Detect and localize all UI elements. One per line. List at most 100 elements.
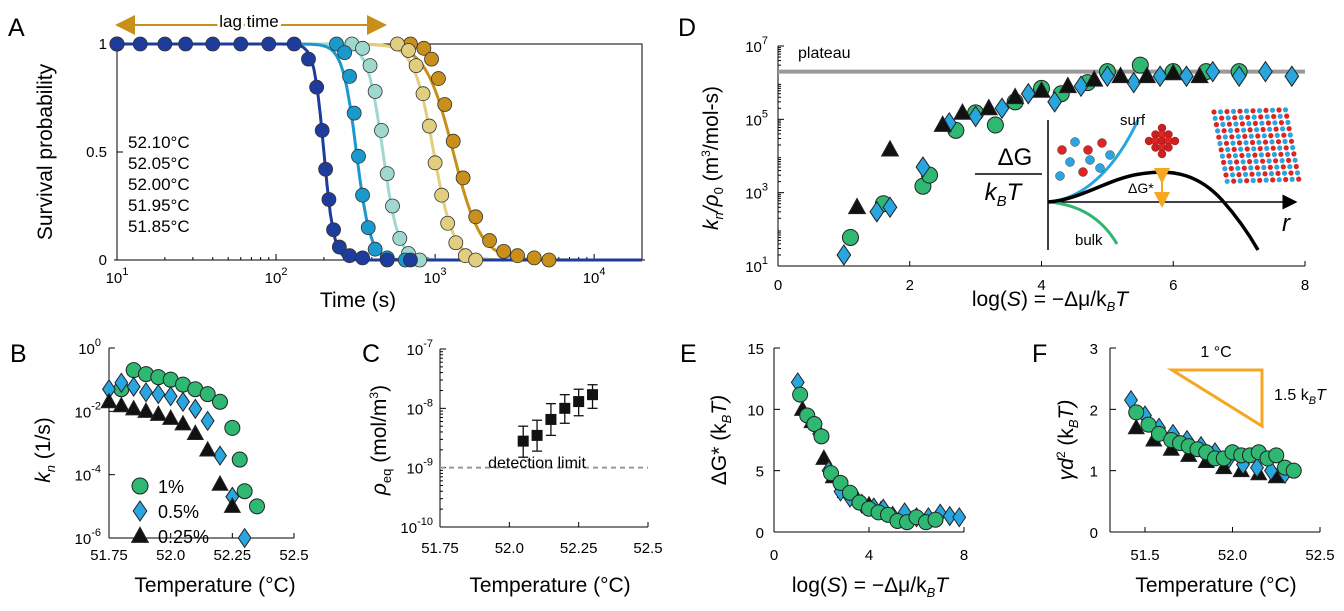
y-tick-label: 1: [1090, 464, 1098, 481]
crystal-atom: [1287, 164, 1293, 170]
slope-side-label: 1.5 kBT: [1274, 387, 1327, 407]
panel-a-curves: [117, 42, 642, 262]
x-tick-label: 52.5: [1305, 547, 1334, 564]
crystal-atom: [1234, 127, 1240, 133]
crystal-atom: [1290, 145, 1296, 151]
data-point: [346, 105, 362, 121]
data-point: [1258, 60, 1273, 83]
crystal-atom: [1258, 152, 1264, 158]
data-point: [139, 382, 153, 403]
crystal-atom: [1215, 128, 1221, 134]
crystal-atom: [1251, 146, 1257, 152]
data-point: [832, 474, 849, 491]
y-tick-label: 107: [745, 35, 768, 56]
panel-c: C 51.75 52.0 52.25 52.5 10-7 10-8 10-9 10-10 de…: [362, 338, 663, 597]
data-point: [211, 474, 229, 491]
legend-marker: [131, 477, 149, 495]
crystal-atom: [1277, 113, 1283, 119]
panel-a-frame: [116, 43, 643, 261]
crystal-atom: [1246, 121, 1252, 127]
data-point: [342, 69, 357, 84]
panel-d-ylabel: kn/ρ0 (m3/mol-s): [699, 86, 726, 230]
crystal-atom: [1252, 152, 1258, 158]
crystal-atom: [1276, 107, 1282, 113]
crystal-atom: [1270, 145, 1276, 151]
data-point: [100, 392, 118, 409]
data-point: [205, 36, 221, 52]
crystal-atom: [1256, 108, 1263, 114]
data-point: [163, 385, 178, 407]
crystal-atom: [1276, 177, 1282, 183]
data-point: [224, 419, 241, 436]
panel-b-legend: 1% 0.5% 0.25%: [130, 477, 209, 547]
data-point: [314, 122, 330, 138]
slope-top-label: 1 °C: [1200, 344, 1231, 361]
data-point: [321, 192, 337, 207]
data-point: [468, 252, 484, 268]
crystal-atom: [1280, 164, 1286, 170]
data-point: [1020, 82, 1036, 105]
data-point: [309, 79, 325, 95]
data-point: [1131, 56, 1149, 74]
panel-d-marks: [836, 56, 1300, 266]
data-point: [587, 389, 599, 401]
data-point: [545, 413, 557, 425]
data-point: [1084, 69, 1104, 87]
x-tick-label: 102: [265, 266, 288, 287]
panel-c-ylabel: ρeq (mol/m3): [367, 385, 394, 496]
data-point: [1137, 66, 1157, 84]
y-tick-label: 10-9: [407, 457, 433, 478]
panel-b: B 51.75 52.0 52.25 52.5 100 10-2 10-4 10-6 1% 0.…: [10, 337, 309, 597]
data-point: [1140, 416, 1157, 433]
crystal-atom: [1245, 114, 1251, 120]
data-point: [813, 428, 830, 445]
y-tick-label: 10-6: [75, 527, 101, 548]
crystal-atom: [1249, 171, 1255, 177]
legend-52.05°C: 52.05°C: [128, 154, 190, 173]
data-point: [223, 497, 242, 513]
crystal-atom: [1294, 170, 1301, 176]
crystal-atom: [1286, 157, 1292, 163]
x-tick-label: 6: [1169, 277, 1177, 294]
crystal-atom: [1248, 165, 1254, 171]
panel-a-legend: 52.10°C 52.05°C 52.00°C 51.95°C 51.85°C: [128, 133, 190, 236]
y-tick-label: 10-4: [75, 464, 101, 485]
crystal-atom: [1288, 138, 1295, 144]
data-point: [379, 166, 395, 182]
crystal-atom: [1268, 171, 1275, 177]
data-point: [149, 405, 168, 421]
crystal-atom: [1254, 127, 1260, 133]
crystal-atom: [1226, 153, 1232, 159]
crystal-atom: [1237, 108, 1243, 114]
crystal-atom: [1241, 127, 1247, 133]
barrier-label: ΔG*: [1128, 180, 1154, 196]
data-point: [942, 505, 957, 527]
crystal-atom: [1263, 177, 1269, 183]
data-point: [326, 222, 341, 238]
panel-b-marks: [100, 362, 265, 549]
panel-c-marks: [517, 384, 599, 458]
crystal-atom: [1286, 126, 1292, 132]
crystal-atom: [1273, 126, 1279, 132]
crystal-atom: [1218, 147, 1224, 153]
x-tick-label: 4: [1037, 277, 1045, 294]
data-point: [526, 250, 542, 266]
crystal-atom: [1296, 176, 1302, 182]
crystal-atom: [1232, 153, 1238, 159]
data-point: [286, 36, 302, 52]
data-point: [1032, 80, 1051, 98]
dispersed-particles-icon: [1055, 137, 1115, 181]
panel-e: E 0 4 8 0 5 10 15 log(S) = −Δμ/kBT ΔG* (kBT): [680, 340, 968, 600]
panel-d-ticks: 0 2 4 6 8 107 105 103 101: [745, 35, 1309, 294]
crystal-atom: [1256, 139, 1262, 145]
crystal-atom: [1243, 108, 1250, 114]
x-tick-label: 51.75: [421, 540, 459, 557]
data-point: [1190, 66, 1209, 84]
fit-curve-52.00°C: [117, 42, 642, 262]
y-tick-label: 103: [745, 182, 768, 203]
x-tick-label: 103: [424, 266, 447, 287]
panel-e-marks: [790, 372, 967, 531]
data-point: [178, 36, 194, 52]
data-point: [952, 507, 967, 528]
legend-label: 0.5%: [158, 502, 199, 522]
